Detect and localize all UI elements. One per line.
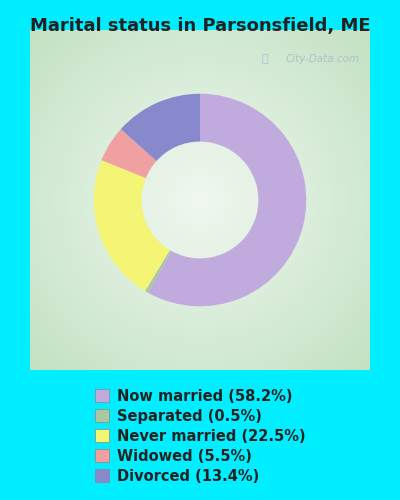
Text: City-Data.com: City-Data.com [286, 54, 360, 64]
Wedge shape [102, 129, 156, 178]
Text: Marital status in Parsonsfield, ME: Marital status in Parsonsfield, ME [30, 18, 370, 36]
Legend: Now married (58.2%), Separated (0.5%), Never married (22.5%), Widowed (5.5%), Di: Now married (58.2%), Separated (0.5%), N… [95, 388, 305, 484]
Wedge shape [148, 94, 306, 306]
Wedge shape [121, 94, 200, 161]
Wedge shape [145, 250, 171, 292]
Text: ⓘ: ⓘ [261, 54, 268, 64]
Wedge shape [94, 160, 170, 291]
